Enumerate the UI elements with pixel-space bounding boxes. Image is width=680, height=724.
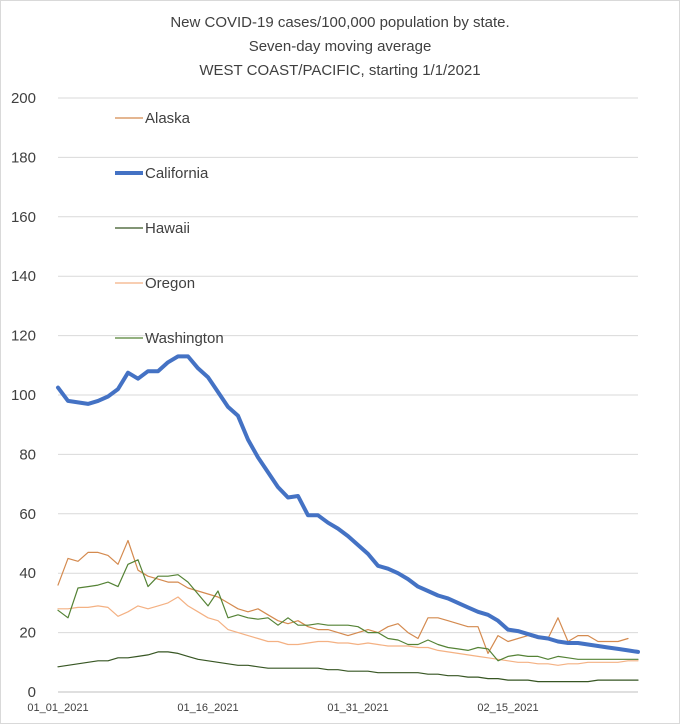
legend-label-oregon: Oregon	[145, 275, 195, 292]
y-tick-label: 120	[11, 328, 36, 345]
x-tick-label: 01_01_2021	[27, 702, 88, 714]
legend-item-hawaii: Hawaii	[115, 220, 190, 237]
y-tick-label: 140	[11, 268, 36, 285]
series-line-washington	[57, 559, 639, 662]
y-tick-label: 60	[19, 506, 36, 523]
y-tick-label: 180	[11, 149, 36, 166]
chart-title: New COVID-19 cases/100,000 population by…	[170, 14, 509, 79]
legend-label-alaska: Alaska	[145, 110, 191, 127]
legend: Alaska California Hawaii Oregon Washingt…	[115, 110, 224, 347]
legend-item-california: California	[115, 165, 209, 182]
legend-item-oregon: Oregon	[115, 275, 195, 292]
series-line-california	[56, 354, 640, 654]
axes: 0 20 40 60 80 100 120 140 160 180 200 01_01_2021 01_…	[11, 90, 638, 714]
y-tick-label: 20	[19, 625, 36, 642]
legend-label-california: California	[145, 165, 209, 182]
y-tick-label: 40	[19, 565, 36, 582]
x-tick-label: 02_15_2021	[477, 702, 538, 714]
y-tick-label: 0	[28, 684, 36, 701]
series-line-oregon	[57, 596, 639, 666]
legend-item-washington: Washington	[115, 330, 224, 347]
series-line-hawaii	[57, 651, 639, 683]
legend-label-washington: Washington	[145, 330, 224, 347]
x-tick-label: 01_31_2021	[327, 702, 388, 714]
x-tick-label: 01_16_2021	[177, 702, 238, 714]
chart-title-line-1: New COVID-19 cases/100,000 population by…	[170, 14, 509, 31]
series-lines	[56, 354, 640, 683]
y-tick-label: 80	[19, 446, 36, 463]
gridlines	[58, 97, 638, 634]
y-tick-label: 100	[11, 387, 36, 404]
legend-item-alaska: Alaska	[115, 110, 191, 127]
legend-label-hawaii: Hawaii	[145, 220, 190, 237]
chart-title-line-2: Seven-day moving average	[249, 38, 432, 55]
y-tick-label: 160	[11, 209, 36, 226]
chart-title-line-3: WEST COAST/PACIFIC, starting 1/1/2021	[199, 62, 480, 79]
y-tick-label: 200	[11, 90, 36, 107]
